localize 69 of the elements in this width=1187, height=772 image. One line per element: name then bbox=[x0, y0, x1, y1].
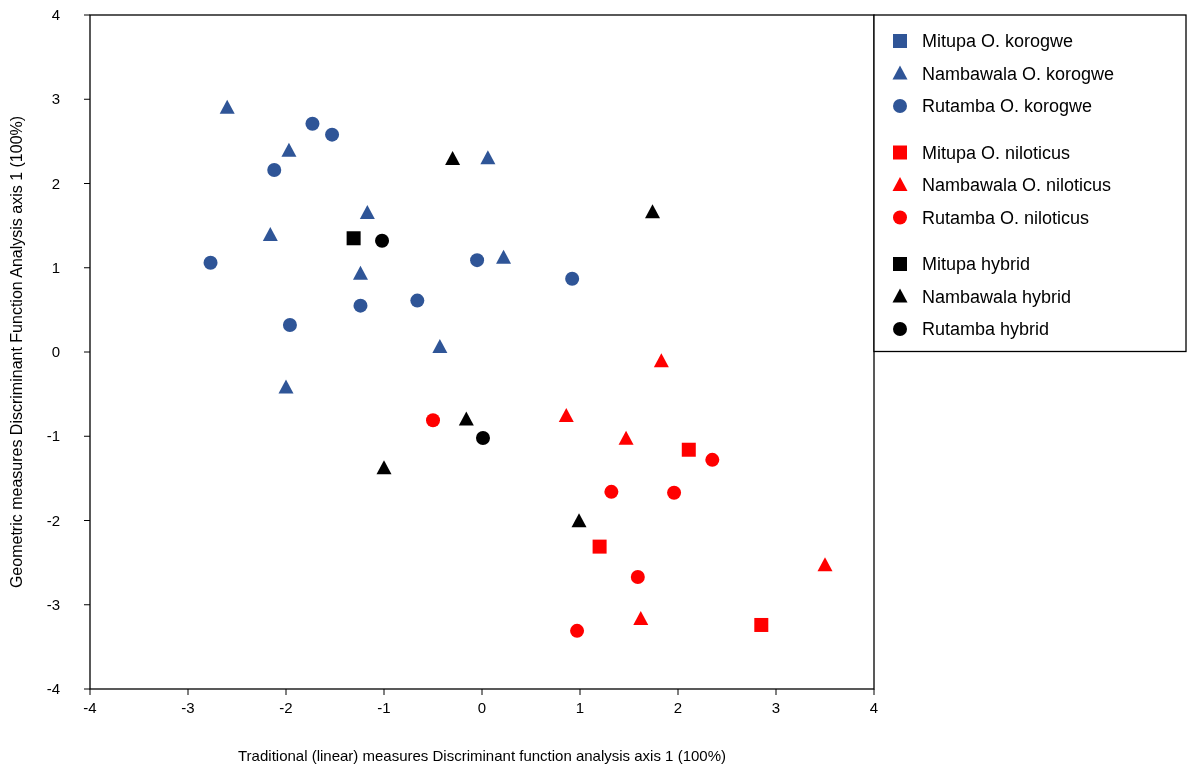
point bbox=[618, 430, 634, 445]
point bbox=[817, 557, 833, 572]
legend-label: Rutamba O. korogwe bbox=[922, 96, 1093, 116]
point bbox=[570, 623, 585, 638]
point bbox=[262, 226, 278, 241]
point bbox=[445, 151, 461, 166]
legend-label: Nambawala O. korogwe bbox=[922, 63, 1115, 84]
point bbox=[219, 99, 235, 114]
y-tick-label: -4 bbox=[46, 680, 60, 697]
point bbox=[558, 408, 574, 423]
y-tick-label: -3 bbox=[46, 595, 60, 613]
point bbox=[470, 253, 485, 268]
y-tick-label: 1 bbox=[51, 258, 60, 276]
legend-label: Nambawala hybrid bbox=[922, 286, 1072, 307]
point bbox=[653, 353, 669, 368]
point bbox=[604, 484, 619, 499]
point bbox=[458, 411, 474, 426]
point bbox=[282, 318, 297, 333]
legend-label: Nambawala O. niloticus bbox=[922, 175, 1112, 195]
point bbox=[754, 617, 769, 632]
point bbox=[705, 452, 720, 467]
x-tick-label: -3 bbox=[181, 699, 195, 716]
y-tick-label: -2 bbox=[46, 511, 60, 529]
point bbox=[281, 142, 297, 157]
x-tick-label: 1 bbox=[575, 699, 585, 716]
y-axis-title: Geometric measures Discriminant Function Analysis axis 1 (100%) bbox=[8, 115, 25, 589]
point bbox=[645, 204, 661, 219]
y-tick-label: 0 bbox=[51, 343, 60, 360]
legend-label: Rutamba hybrid bbox=[922, 319, 1050, 339]
point bbox=[410, 293, 425, 308]
point bbox=[633, 611, 649, 626]
point bbox=[475, 430, 490, 445]
point bbox=[426, 413, 440, 428]
point bbox=[571, 513, 587, 528]
point bbox=[267, 163, 282, 178]
y-tick-label: -1 bbox=[46, 427, 60, 445]
point bbox=[352, 265, 368, 280]
legend-label: Mitupa hybrid bbox=[922, 254, 1031, 274]
x-tick-label: -2 bbox=[279, 699, 293, 716]
point bbox=[681, 442, 696, 457]
point bbox=[565, 271, 580, 286]
point bbox=[305, 116, 320, 131]
point bbox=[376, 460, 392, 475]
point bbox=[325, 127, 340, 142]
point bbox=[630, 569, 645, 584]
point bbox=[496, 249, 512, 264]
legend-label: Mitupa O. niloticus bbox=[922, 142, 1071, 163]
x-tick-label: 2 bbox=[673, 699, 683, 716]
point bbox=[432, 338, 448, 353]
point bbox=[278, 379, 294, 394]
x-tick-label: -4 bbox=[83, 699, 97, 716]
point bbox=[480, 150, 496, 165]
y-tick-label: 2 bbox=[51, 174, 60, 192]
x-tick-label: -1 bbox=[377, 699, 391, 716]
point bbox=[592, 539, 607, 554]
x-axis-title: Traditional (linear) measures Discriminant function analysis axis 1 (100%) bbox=[238, 747, 726, 764]
point bbox=[375, 233, 390, 248]
point bbox=[346, 231, 361, 246]
point bbox=[359, 204, 375, 219]
y-tick-label: 3 bbox=[51, 90, 60, 108]
legend-label: Mitupa O. korogwe bbox=[922, 31, 1074, 51]
y-tick-label: 4 bbox=[51, 6, 60, 23]
x-tick-label: 4 bbox=[869, 699, 879, 716]
x-tick-label: 0 bbox=[477, 699, 487, 716]
x-tick-label: 3 bbox=[771, 699, 781, 716]
legend-label: Rutamba O. niloticus bbox=[922, 207, 1090, 228]
point bbox=[203, 255, 218, 270]
point bbox=[353, 298, 368, 313]
point bbox=[667, 485, 682, 500]
